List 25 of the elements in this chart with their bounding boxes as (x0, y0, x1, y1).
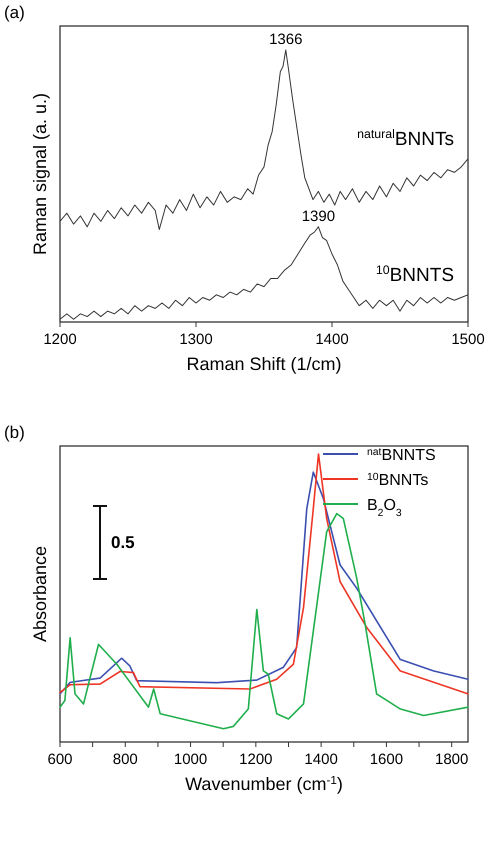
x-tick-label: 600 (47, 751, 73, 768)
annotation: 0.5 (111, 533, 135, 552)
x-tick-label: 1200 (43, 331, 77, 348)
y-axis-title: Absorbance (30, 546, 50, 642)
annotation: 1390 (302, 208, 336, 225)
series-label: $^{10}$BNNTS (376, 262, 454, 286)
legend-label: B$_{2}$O$_{3}$ (367, 497, 402, 518)
legend-label: $^{nat}$BNNTS (367, 446, 436, 464)
x-tick-label: 1400 (304, 751, 338, 768)
annotation: 1366 (269, 31, 302, 48)
legend-label: $^{10}$BNNTs (367, 472, 428, 489)
chart-title: (b) (4, 423, 25, 442)
x-tick-label: 800 (112, 751, 138, 768)
y-axis-title: Raman signal (a. u.) (30, 92, 50, 256)
x-tick-label: 1000 (174, 751, 208, 768)
x-tick-label: 1200 (239, 751, 273, 768)
chart-title: (a) (4, 3, 25, 22)
x-axis-title: Raman Shift (1/cm) (186, 354, 342, 374)
x-tick-label: 1400 (315, 331, 349, 348)
x-tick-label: 1300 (179, 331, 213, 348)
x-tick-label: 1500 (451, 331, 485, 348)
x-tick-label: 1600 (370, 751, 404, 768)
series-label: $^{natural}$BNNTs (357, 126, 454, 150)
x-axis-title: Wavenumber (cm$^{-1}$) (185, 774, 343, 794)
x-tick-label: 1800 (434, 751, 468, 768)
